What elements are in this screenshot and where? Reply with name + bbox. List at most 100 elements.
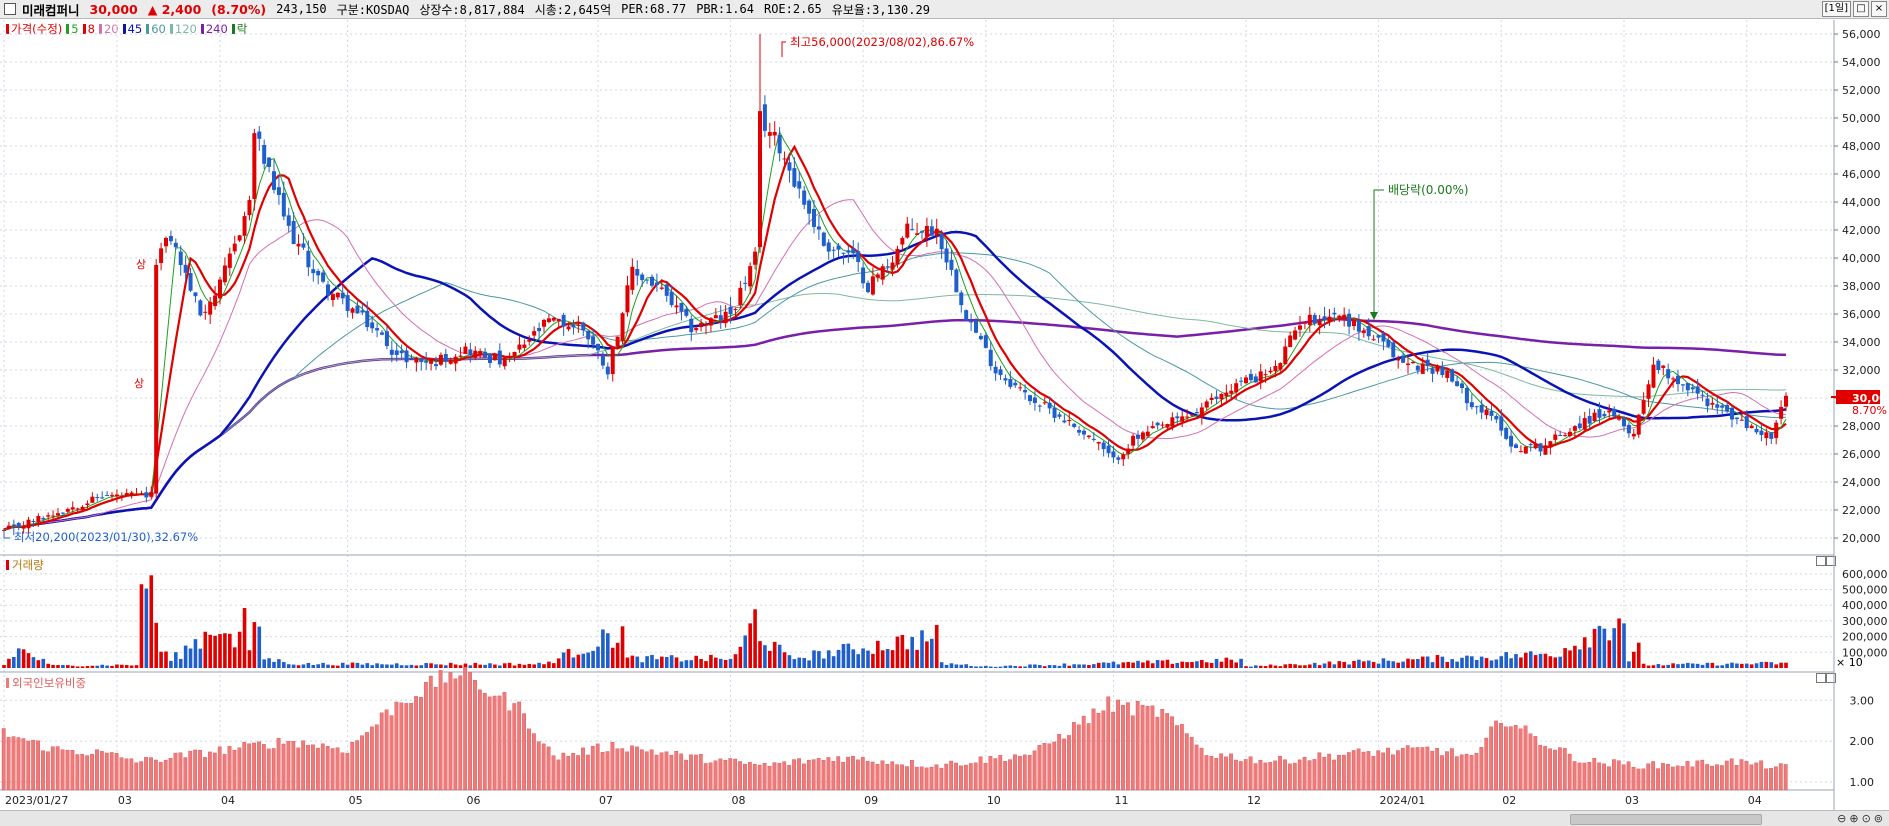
candle-body [1406,363,1410,365]
candle-body [272,171,276,190]
volume-bar [812,650,816,668]
foreign-pane-control-icon[interactable] [1816,673,1826,683]
close-icon[interactable]: × [1871,1,1887,17]
foreign-bar [1567,753,1572,791]
header-checkbox[interactable] [4,3,16,15]
horizontal-scrollbar[interactable]: ⊖ ⊕ ⊙ ⊚ [0,810,1889,826]
volume-bar [336,665,340,668]
volume-bar [56,665,60,668]
volume-bar [625,657,630,668]
volume-bar [1470,656,1474,668]
foreign-bar [527,728,531,791]
candle-body [218,279,222,299]
candle-body [522,344,527,348]
foreign-bar [875,763,880,791]
foreign-bar [1435,748,1440,791]
foreign-bar [968,763,973,791]
foreign-swatch [6,678,9,688]
candle-body [134,493,139,495]
candle-body [1307,314,1312,325]
volume-pane-control-icon[interactable] [1816,556,1826,566]
scrollbar-thumb[interactable] [1570,814,1762,825]
zoom-fit-icon[interactable]: ⊚ [1873,812,1883,825]
foreign-bar [252,742,256,791]
legend-ma5[interactable]: 5 [66,22,79,36]
foreign-pane-close-icon[interactable] [1826,673,1836,683]
legend-ma8[interactable]: 8 [82,22,95,36]
period-button[interactable]: [1일] [1821,1,1851,17]
foreign-bar [1513,725,1518,791]
foreign-bar [365,732,369,791]
legend-ma240[interactable]: 240 [200,22,228,36]
zoom-reset-icon[interactable]: ⊙ [1861,812,1871,825]
foreign-bar [188,750,193,791]
volume-bar [660,656,664,668]
foreign-bar [26,740,31,791]
foreign-bar [276,738,281,791]
legend-price[interactable]: 가격(수정) [6,21,62,37]
legend-ma120[interactable]: 120 [169,22,197,36]
candle-body [384,331,389,347]
volume-bar [1460,657,1464,668]
legend-ma60[interactable]: 60 [146,22,166,36]
volume-bar [1209,663,1214,668]
candle-body [1744,416,1749,429]
candle-body [1715,404,1720,408]
candle-body [1194,412,1199,414]
volume-bar [1391,661,1396,668]
volume-bar [1514,654,1518,668]
foreign-bar [350,741,355,791]
volume-bar [591,650,595,668]
foreign-bar [581,747,585,791]
foreign-bar [1302,756,1307,791]
legend-drop[interactable]: 락 [231,21,247,37]
foreign-bar [1783,764,1788,791]
foreign-bar [895,764,900,791]
foreign-bar [1415,747,1420,791]
candle-body [640,274,645,281]
legend-ma45[interactable]: 45 [122,22,142,36]
volume-bar [1126,661,1130,668]
candle-body [1342,314,1347,318]
volume-tick-label: 300,000 [1842,615,1888,628]
foreign-bar [664,751,669,791]
zoom-in-icon[interactable]: ⊕ [1849,812,1859,825]
volume-bar [237,631,242,668]
candle-body [85,503,90,506]
candle-body [1739,419,1744,421]
candle-body [65,509,70,512]
volume-bar [782,652,787,668]
volume-bar [650,654,654,668]
legend-ma20[interactable]: 20 [98,22,119,36]
volume-bar [453,664,458,668]
foreign-bar [16,737,21,791]
candle-body [488,353,492,363]
volume-bar [1229,659,1234,668]
foreign-tick-label: 1.00 [1850,776,1875,789]
foreign-bar [752,763,757,791]
zoom-out-icon[interactable]: ⊖ [1837,812,1847,825]
candle-body [1337,315,1342,318]
foreign-bar [1445,751,1449,791]
candle-body [56,513,60,516]
candle-body [468,349,473,356]
foreign-bar [124,758,129,791]
volume-pane-close-icon[interactable] [1826,556,1836,566]
foreign-bar [1184,733,1189,791]
candle-body [330,294,335,301]
foreign-bar [605,751,610,791]
candle-body [959,292,964,306]
candle-body [1072,423,1077,427]
foreign-bar [207,751,212,791]
x-tick-label: 03 [118,794,132,807]
maximize-icon[interactable]: □ [1853,1,1869,17]
foreign-bar [1469,754,1474,791]
candle-body [1185,416,1190,418]
volume-bar [1136,660,1140,668]
foreign-bar [1194,744,1199,791]
volume-bar [934,624,939,668]
foreign-bar [1587,761,1592,791]
legend-ma-label: 20 [103,22,119,36]
foreign-bar [713,760,718,791]
